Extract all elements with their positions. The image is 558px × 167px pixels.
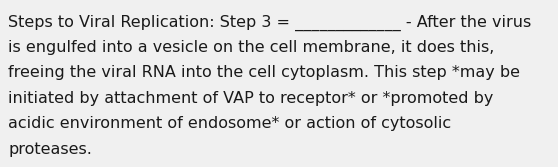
Text: freeing the viral RNA into the cell cytoplasm. This step *may be: freeing the viral RNA into the cell cyto… (8, 65, 520, 80)
Text: acidic environment of endosome* or action of cytosolic: acidic environment of endosome* or actio… (8, 116, 451, 131)
Text: is engulfed into a vesicle on the cell membrane, it does this,: is engulfed into a vesicle on the cell m… (8, 40, 494, 55)
Text: initiated by attachment of VAP to receptor* or *promoted by: initiated by attachment of VAP to recept… (8, 91, 494, 106)
Text: Steps to Viral Replication: Step 3 = _____________ - After the virus: Steps to Viral Replication: Step 3 = ___… (8, 15, 532, 31)
Text: proteases.: proteases. (8, 142, 92, 157)
